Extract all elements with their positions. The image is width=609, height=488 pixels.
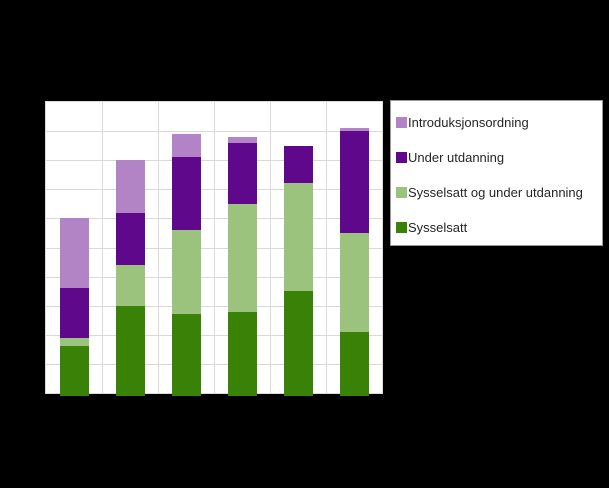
legend-label: Introduksjonsordning: [408, 115, 529, 130]
bar-segment-under-utdanning: [339, 131, 369, 234]
bar-column-3: [158, 102, 214, 396]
bar-segment-under-utdanning: [171, 157, 201, 231]
bar-segment-sysselsatt: [171, 314, 201, 396]
stacked-bar-6: [339, 128, 369, 396]
legend-item-sysselsatt: Sysselsatt: [396, 210, 602, 245]
x-gridline: [326, 102, 327, 393]
stacked-bar-1: [59, 218, 89, 396]
bar-segment-under-utdanning: [115, 212, 145, 266]
legend-swatch-sysselsatt: [396, 222, 407, 233]
legend-label: Sysselsatt og under utdanning: [408, 185, 583, 200]
bar-segment-introduksjonsordning: [171, 133, 201, 158]
bar-segment-sysselsatt: [339, 331, 369, 396]
bar-segment-introduksjonsordning: [115, 160, 145, 213]
bar-column-4: [214, 102, 270, 396]
bar-segment-sysselsatt-og-under-utdanning: [227, 203, 257, 312]
bar-column-6: [326, 102, 382, 396]
legend: Introduksjonsordning Under utdanning Sysse…: [390, 100, 603, 246]
stacked-bar-2: [115, 160, 145, 396]
x-gridline: [214, 102, 215, 393]
bar-segment-under-utdanning: [59, 288, 89, 338]
bar-segment-sysselsatt-og-under-utdanning: [339, 233, 369, 332]
stacked-bar-5: [283, 145, 313, 396]
bar-segment-sysselsatt-og-under-utdanning: [59, 337, 89, 347]
legend-label: Sysselsatt: [408, 220, 468, 235]
bar-column-2: [102, 102, 158, 396]
x-gridline: [158, 102, 159, 393]
stacked-bar-3: [171, 133, 201, 396]
legend-item-introduksjonsordning: Introduksjonsordning: [396, 105, 602, 140]
bar-segment-sysselsatt: [115, 305, 145, 396]
bar-segment-under-utdanning: [283, 145, 313, 184]
legend-swatch-sysselsatt-og-under-utdanning: [396, 187, 407, 198]
x-gridline: [270, 102, 271, 393]
legend-swatch-under-utdanning: [396, 152, 407, 163]
bar-segment-introduksjonsordning: [59, 218, 89, 289]
bar-column-5: [270, 102, 326, 396]
bar-column-1: [46, 102, 102, 396]
bar-segment-sysselsatt: [227, 311, 257, 396]
bar-segment-introduksjonsordning: [339, 128, 369, 132]
legend-item-under-utdanning: Under utdanning: [396, 140, 602, 175]
bar-segment-under-utdanning: [227, 142, 257, 204]
x-gridline: [102, 102, 103, 393]
legend-label: Under utdanning: [408, 150, 505, 165]
plot-area: [45, 101, 383, 394]
bar-segment-sysselsatt-og-under-utdanning: [115, 265, 145, 306]
bar-segment-sysselsatt: [59, 346, 89, 396]
bar-segment-sysselsatt: [283, 291, 313, 396]
bar-segment-introduksjonsordning: [227, 136, 257, 143]
bar-segment-sysselsatt-og-under-utdanning: [171, 230, 201, 315]
bar-segment-sysselsatt-og-under-utdanning: [283, 183, 313, 292]
stacked-bars: [46, 102, 382, 396]
legend-swatch-introduksjonsordning: [396, 117, 407, 128]
legend-item-sysselsatt-og-under-utdanning: Sysselsatt og under utdanning: [396, 175, 602, 210]
stacked-bar-4: [227, 136, 257, 396]
